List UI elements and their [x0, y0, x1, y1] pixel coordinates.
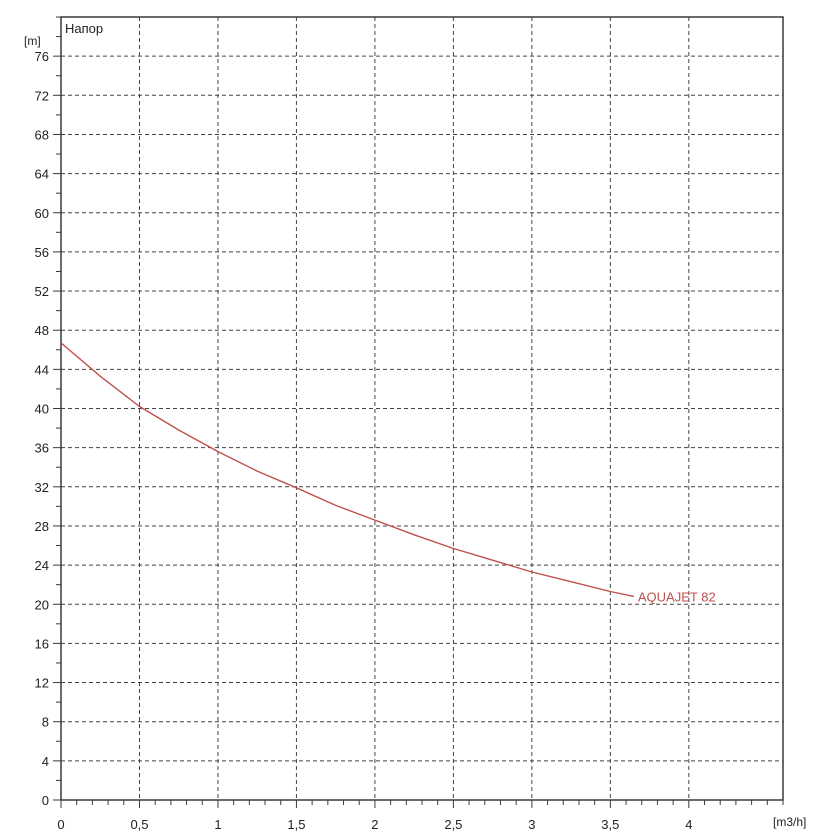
y-tick-label: 40 [35, 402, 49, 417]
y-tick-label: 68 [35, 127, 49, 142]
y-axis-unit-label: [m] [24, 34, 41, 48]
text-layer: Напор [m] [m3/h] 0 0,5 1 1,5 2 2,5 3 3,5 4048121… [24, 21, 806, 832]
x-tick-label: 1,5 [287, 817, 305, 832]
x-tick-label: 2,5 [444, 817, 462, 832]
y-tick-label: 56 [35, 245, 49, 260]
x-tick-label: 0 [57, 817, 64, 832]
y-tick-label: 0 [42, 793, 49, 808]
x-tick-label: 4 [685, 817, 692, 832]
y-tick-label: 24 [35, 558, 49, 573]
grid [61, 17, 783, 800]
y-tick-label: 48 [35, 323, 49, 338]
series-label: AQUAJET 82 [638, 589, 716, 604]
y-tick-label: 44 [35, 362, 49, 377]
x-tick-label: 2 [371, 817, 378, 832]
y-tick-label: 12 [35, 676, 49, 691]
y-tick-label: 20 [35, 597, 49, 612]
y-tick-label: 64 [35, 167, 49, 182]
x-tick-label: 3 [528, 817, 535, 832]
y-tick-label: 16 [35, 636, 49, 651]
y-tick-label: 76 [35, 49, 49, 64]
y-tick-label: 72 [35, 88, 49, 103]
y-tick-label: 52 [35, 284, 49, 299]
y-tick-label: 28 [35, 519, 49, 534]
y-tick-label: 4 [42, 754, 49, 769]
series-layer [60, 342, 635, 598]
y-tick-label: 32 [35, 480, 49, 495]
y-tick-label: 8 [42, 715, 49, 730]
x-tick-label: 3,5 [601, 817, 619, 832]
y-tick-label: 60 [35, 206, 49, 221]
y-tick-label: 36 [35, 441, 49, 456]
series-line [60, 342, 635, 598]
x-tick-label: 0,5 [130, 817, 148, 832]
x-tick-label: 1 [214, 817, 221, 832]
axes [53, 16, 784, 808]
x-axis-unit-label: [m3/h] [773, 815, 806, 829]
chart-title: Напор [65, 21, 103, 36]
